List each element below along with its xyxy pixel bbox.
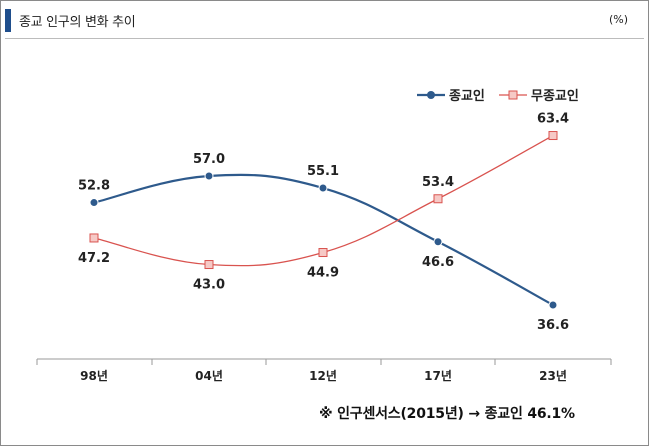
x-tick-label: 04년 xyxy=(195,369,223,383)
data-label-non-religious: 53.4 xyxy=(422,175,454,190)
unit-label: (%) xyxy=(608,13,628,26)
data-label-non-religious: 44.9 xyxy=(307,266,339,281)
series-line-non-religious xyxy=(93,134,554,267)
data-point-non-religious xyxy=(548,131,558,141)
data-label-non-religious: 43.0 xyxy=(193,278,225,293)
data-point-non-religious xyxy=(433,194,443,204)
x-tick-label: 23년 xyxy=(539,369,567,383)
data-label-religious: 55.1 xyxy=(307,164,339,179)
data-label-religious: 57.0 xyxy=(193,152,225,167)
footnote: ※ 인구센서스(2015년) → 종교인 46.1% xyxy=(319,406,575,422)
legend-marker-non-religious xyxy=(508,90,518,100)
data-label-religious: 46.6 xyxy=(422,255,454,270)
data-point-non-religious xyxy=(204,260,214,270)
data-label-religious: 52.8 xyxy=(78,179,110,194)
data-label-non-religious: 63.4 xyxy=(537,112,569,127)
data-point-religious xyxy=(204,171,214,181)
series-line-religious xyxy=(93,173,554,306)
x-tick-label: 12년 xyxy=(309,369,337,383)
legend-label-religious: 종교인 xyxy=(449,88,485,104)
data-point-religious xyxy=(89,198,99,208)
data-point-non-religious xyxy=(318,248,328,258)
data-point-religious xyxy=(548,300,558,310)
x-tick-label: 98년 xyxy=(80,369,108,383)
line-chart: 98년 04년 12년 17년 23년 52.8 57.0 55.1 46.6 36.6 47.2 4… xyxy=(36,88,612,383)
data-point-religious xyxy=(318,183,328,193)
header-divider xyxy=(5,38,644,39)
title-accent-bar xyxy=(5,9,11,32)
data-label-religious: 36.6 xyxy=(537,318,569,333)
legend-label-non-religious: 무종교인 xyxy=(531,88,579,104)
data-point-religious xyxy=(433,237,443,247)
legend-marker-religious xyxy=(427,91,435,99)
x-tick-label: 17년 xyxy=(424,369,452,383)
plot-area: 98년 04년 12년 17년 23년 52.8 57.0 55.1 46.6 36.6 47.2 4… xyxy=(5,39,643,441)
chart-title: 종교 인구의 변화 추이 xyxy=(19,15,136,30)
data-point-non-religious xyxy=(89,233,99,243)
data-label-non-religious: 47.2 xyxy=(78,251,110,266)
